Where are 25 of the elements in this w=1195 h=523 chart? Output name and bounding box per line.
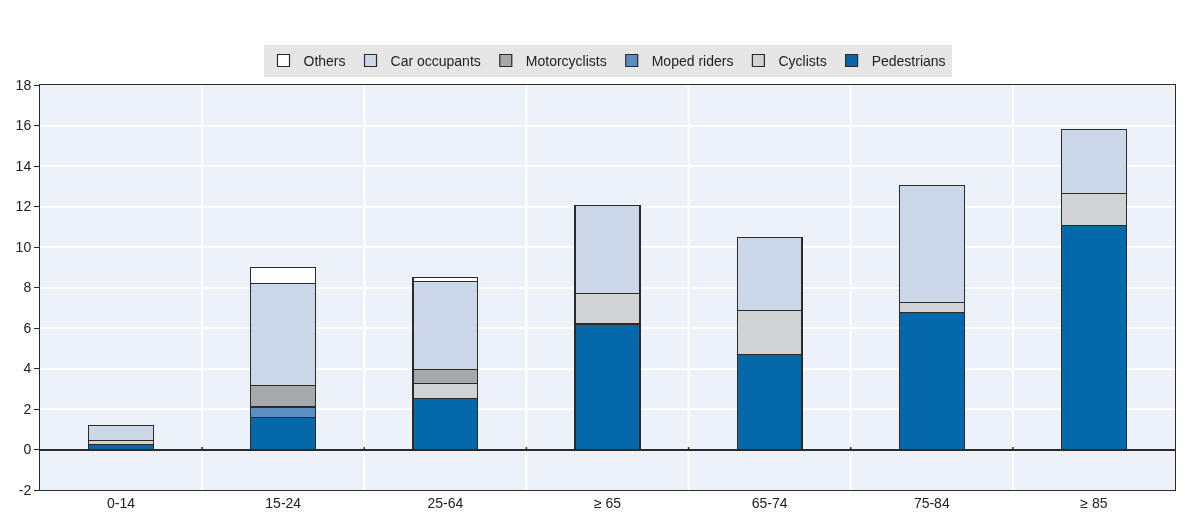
bar — [88, 424, 155, 441]
legend-label: Others — [303, 52, 346, 69]
legend-label: Car occupants — [390, 52, 481, 69]
y-tick-label: -2 — [18, 481, 32, 498]
legend-label: Pedestrians — [871, 52, 946, 69]
x-tick-label: 25-64 — [427, 494, 464, 511]
y-tick-label: 14 — [15, 157, 32, 174]
y-tick-label: 2 — [23, 400, 32, 417]
x-tick-label: 15-24 — [265, 494, 302, 511]
y-tick-label: 4 — [23, 360, 32, 377]
y-tick-label: 0 — [23, 441, 32, 458]
x-tick-label: ≥ 65 — [593, 494, 622, 511]
legend-label: Moped riders — [651, 52, 734, 69]
x-tick-label: 75-84 — [913, 494, 950, 511]
legend-label: Motorcyclists — [525, 52, 607, 69]
y-tick-label: 10 — [15, 238, 32, 255]
legend-label: Cyclists — [778, 52, 827, 69]
y-tick-label: 6 — [23, 319, 32, 336]
y-tick-label: 16 — [15, 117, 32, 134]
x-tick-label: 0-14 — [107, 494, 136, 511]
y-tick-label: 12 — [15, 198, 32, 215]
y-tick-label: 18 — [15, 76, 32, 93]
x-tick-label: ≥ 85 — [1080, 494, 1108, 511]
y-tick-label: 8 — [23, 279, 32, 296]
x-tick-label: 65-74 — [751, 494, 788, 511]
